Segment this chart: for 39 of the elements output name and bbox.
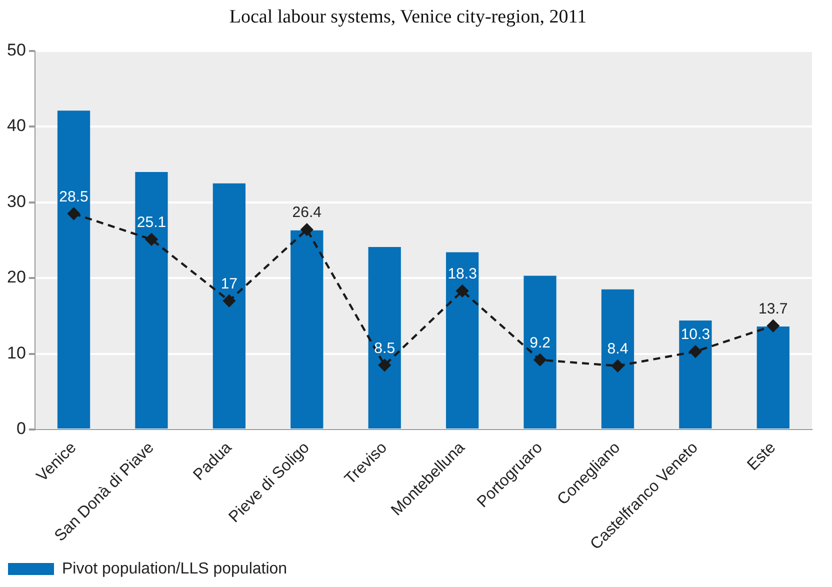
point — [612, 360, 624, 372]
bar — [212, 183, 246, 429]
bar — [524, 276, 556, 429]
point — [223, 294, 236, 307]
point — [300, 223, 313, 236]
point — [456, 284, 468, 298]
legend-label: Pivot population/LLS population — [62, 560, 288, 578]
data-label: 13.7 — [758, 300, 788, 318]
y-tick-label: 40 — [6, 116, 26, 136]
bar — [368, 246, 401, 429]
data-label: 26.4 — [292, 204, 322, 222]
y-tick-label: 30 — [6, 192, 26, 211]
y-tick-label: 10 — [6, 343, 26, 362]
data-label: 18.3 — [448, 266, 477, 283]
bar — [756, 326, 790, 429]
point — [534, 354, 546, 366]
bar — [135, 172, 168, 429]
bar — [601, 289, 634, 429]
bar — [57, 110, 90, 429]
data-label: 25.1 — [136, 214, 166, 232]
data-label: 9.2 — [530, 334, 550, 352]
bar — [679, 320, 712, 429]
bar — [446, 252, 479, 429]
y-tick-label: 0 — [16, 419, 26, 438]
point — [145, 233, 158, 246]
y-tick-label: 50 — [6, 40, 26, 60]
data-label: 28.5 — [59, 188, 88, 206]
point — [767, 320, 780, 332]
point — [68, 208, 80, 220]
x-tick-label: Este — [744, 439, 780, 474]
point — [689, 345, 702, 358]
data-label: 8.5 — [374, 340, 396, 357]
data-label: 17 — [220, 275, 238, 292]
data-label: 8.4 — [607, 340, 628, 358]
data-label: 10.3 — [680, 326, 710, 344]
chart-title: Local labour systems, Venice city-region, 2011 — [229, 6, 587, 28]
point — [378, 359, 391, 372]
bar — [290, 230, 324, 429]
y-tick-label: 20 — [6, 268, 26, 287]
